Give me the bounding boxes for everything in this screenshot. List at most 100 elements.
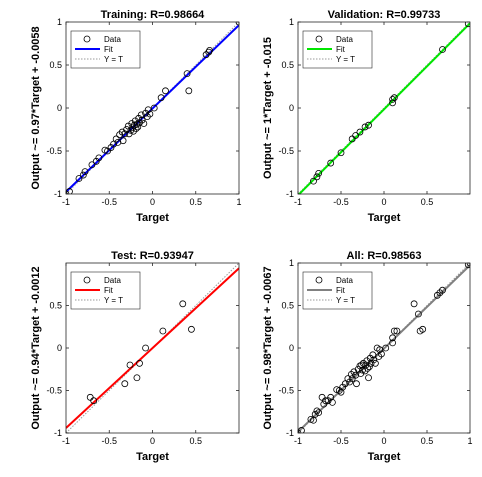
all-data-point-16 (339, 383, 347, 391)
validation-x-label: Target (368, 212, 401, 224)
all-data-point-45 (378, 350, 385, 358)
all-data-point-4 (311, 410, 319, 418)
all-data-point-3 (310, 416, 317, 424)
all-data-point-6 (315, 409, 323, 417)
validation-legend-data-label: Data (336, 35, 353, 44)
test-data-point-5 (136, 359, 143, 367)
test-data-point-1 (90, 397, 98, 405)
validation-data-points (310, 22, 470, 185)
test-panel: -1 -0.5 0 0.5 -1 -0.5 0 0.5 Test: R=0.93947 Targe… (30, 250, 240, 463)
test-legend-data-marker (83, 276, 91, 284)
training-data-point-27 (132, 125, 140, 133)
training-data-point-34 (140, 120, 148, 127)
training-data-point-43 (185, 87, 193, 95)
all-data-point-24 (353, 380, 360, 388)
all-data-point-44 (376, 346, 384, 354)
validation-data-point-4 (337, 149, 345, 157)
all-data-point-7 (318, 393, 326, 401)
validation-y-tick-label: 0.5 (281, 60, 294, 70)
test-y-tick-label: -0.5 (46, 386, 62, 396)
validation-x-tick-label: -1 (294, 197, 302, 207)
validation-y-tick-label: -0.5 (278, 146, 294, 156)
all-legend-identity-label: Y = T (336, 296, 355, 305)
test-legend-fit-label: Fit (104, 286, 114, 295)
all-data-point-19 (346, 378, 354, 386)
training-data-point-41 (162, 87, 169, 95)
validation-data-point-7 (356, 128, 364, 136)
training-data-point-1 (66, 188, 73, 194)
test-data-point-7 (159, 327, 167, 335)
validation-data-point-1 (313, 173, 321, 181)
validation-x-tick-label: -0.5 (333, 197, 349, 207)
all-data-point-9 (322, 397, 329, 405)
training-data-point-5 (88, 161, 96, 169)
training-data-point-42 (183, 70, 191, 77)
all-y-tick-label: -1 (286, 428, 294, 438)
training-data-point-7 (95, 154, 103, 162)
test-title: Test: R=0.93947 (111, 250, 194, 262)
validation-data-point-3 (327, 159, 335, 167)
test-y-label: Output ~= 0.94*Target + -0.0012 (30, 266, 42, 429)
training-data-point-40 (157, 94, 165, 102)
training-y-tick-label: -0.5 (46, 146, 62, 156)
all-legend-data-label: Data (336, 276, 353, 285)
test-data-point-0 (86, 393, 94, 401)
test-data-point-8 (179, 300, 187, 308)
validation-legend-data-marker (315, 35, 323, 43)
all-data-point-39 (369, 351, 377, 359)
all-data-point-14 (335, 387, 343, 394)
training-data-point-45 (205, 48, 213, 56)
all-x-label: Target (368, 451, 401, 463)
training-y-tick-label: -1 (54, 189, 62, 199)
all-title: All: R=0.98563 (347, 250, 422, 262)
test-data-point-9 (188, 325, 195, 333)
all-data-point-51 (410, 300, 418, 308)
all-data-point-18 (344, 375, 352, 383)
all-data-point-37 (366, 354, 374, 362)
test-x-tick-label: -1 (62, 436, 70, 446)
test-data-point-4 (133, 374, 141, 382)
all-y-label: Output ~= 0.98*Target + -0.0067 (262, 266, 274, 429)
training-data-point-3 (79, 171, 87, 179)
training-data-point-32 (137, 111, 145, 119)
all-data-point-38 (367, 359, 375, 367)
test-legend-data-label: Data (104, 276, 121, 285)
test-data-point-3 (126, 361, 134, 369)
all-x-tick-label: -1 (294, 436, 302, 446)
validation-data-point-8 (361, 123, 369, 131)
training-x-tick-label: -1 (62, 197, 70, 207)
validation-data-point-12 (390, 94, 398, 102)
validation-data-point-9 (365, 121, 372, 129)
training-data-point-2 (75, 175, 83, 182)
test-x-tick-label: -0.5 (101, 436, 117, 446)
all-y-tick-label: 1 (289, 258, 294, 268)
test-x-label: Target (136, 451, 169, 463)
all-data-point-5 (313, 407, 321, 415)
training-data-point-12 (112, 135, 120, 143)
training-data-point-38 (146, 110, 154, 118)
all-data-point-34 (364, 364, 372, 372)
all-data-point-47 (389, 339, 397, 347)
training-panel: -1 -0.5 0 0.5 1 -1 -0.5 0 0.5 1 Training: R=0.9866… (30, 9, 242, 224)
all-data-point-49 (390, 327, 398, 335)
validation-y-tick-label: 1 (289, 17, 294, 27)
validation-y-tick-label: 0 (289, 103, 294, 113)
all-data-point-52 (414, 310, 422, 318)
training-data-point-29 (134, 123, 142, 131)
test-x-tick-label: 0.5 (189, 436, 202, 446)
training-x-tick-label: -0.5 (101, 197, 117, 207)
test-data-point-6 (142, 344, 149, 352)
training-data-point-9 (104, 147, 111, 155)
all-x-tick-label: -0.5 (333, 436, 349, 446)
all-data-point-58 (464, 263, 470, 269)
training-y-label: Output ~= 0.97*Target + -0.0058 (30, 26, 42, 189)
all-x-tick-label: 0 (381, 436, 386, 446)
test-fit-line (66, 267, 239, 429)
all-data-point-10 (324, 397, 332, 405)
training-data-point-33 (138, 116, 146, 124)
validation-legend-identity-label: Y = T (336, 55, 355, 64)
all-data-point-36 (365, 363, 373, 371)
